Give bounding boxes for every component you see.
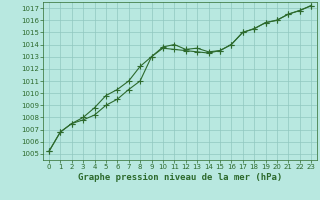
X-axis label: Graphe pression niveau de la mer (hPa): Graphe pression niveau de la mer (hPa) — [78, 173, 282, 182]
